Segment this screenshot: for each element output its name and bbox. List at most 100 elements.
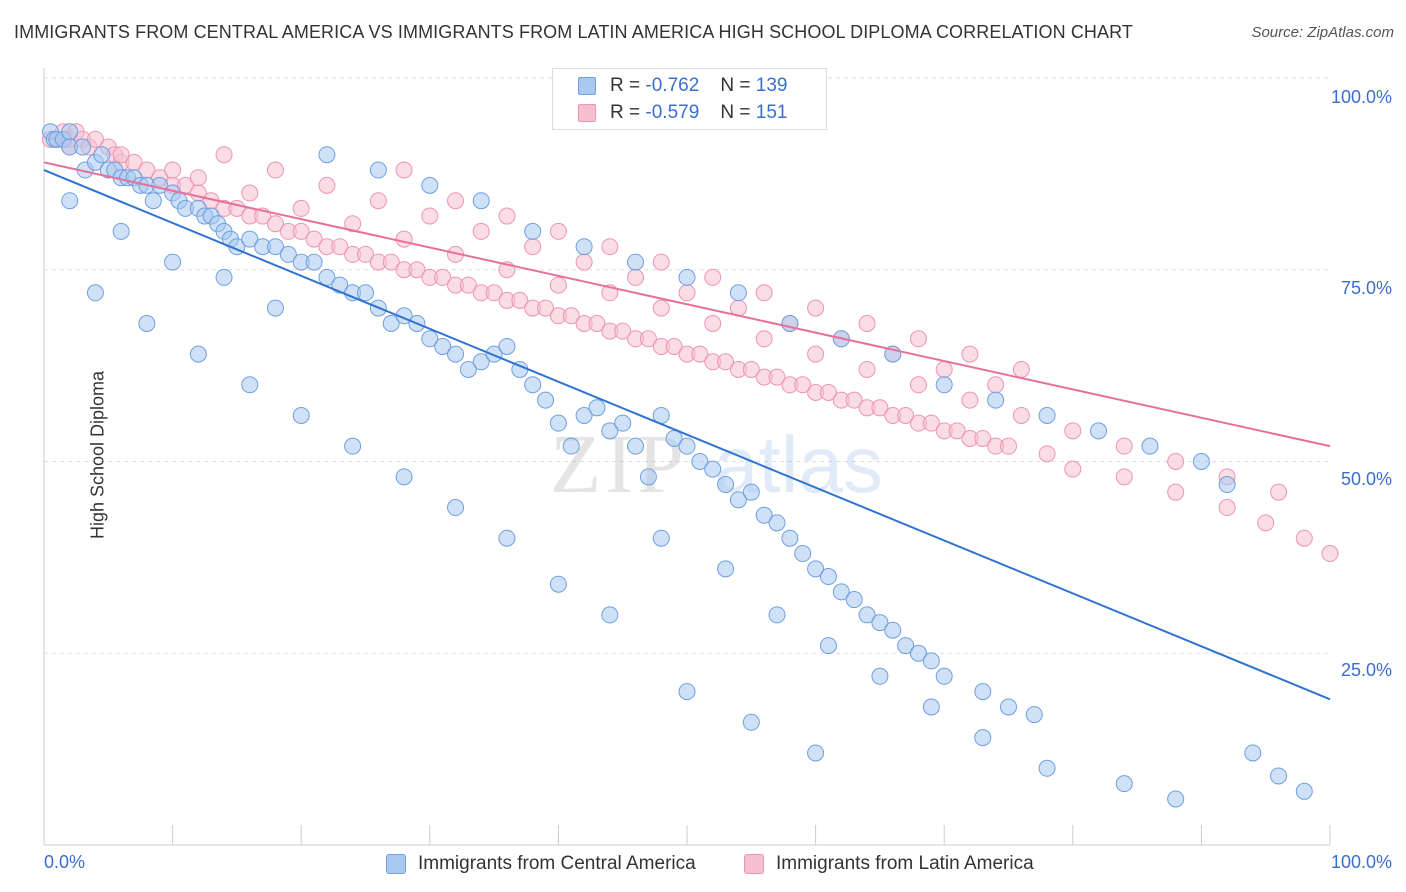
blue-point-125: [138, 314, 156, 332]
legend-r-label: R =: [610, 102, 641, 123]
pink-point-24: [292, 222, 310, 240]
blue-point-105: [1218, 476, 1236, 494]
pink-point-115: [935, 360, 953, 378]
bottom-legend-label: Immigrants from Central America: [418, 853, 696, 874]
blue-point-117: [549, 575, 567, 593]
pink-point-128: [1012, 406, 1030, 424]
legend-r-value: -0.762: [645, 75, 700, 96]
blue-point-111: [922, 698, 940, 716]
blue-point-62: [665, 429, 683, 447]
pink-point-116: [987, 376, 1005, 394]
pink-point-61: [768, 368, 786, 386]
blue-point-85: [1000, 698, 1017, 716]
blue-point-31: [266, 238, 284, 256]
blue-point-44: [434, 337, 452, 355]
blue-point-66: [717, 476, 735, 494]
blue-point-53: [549, 414, 567, 432]
blue-point-79: [884, 621, 902, 639]
blue-point-52: [537, 391, 555, 409]
pink-point-65: [819, 383, 837, 401]
trend-line-latin-america: [43, 161, 1331, 448]
pink-point-33: [408, 261, 426, 279]
blue-point-74: [819, 568, 837, 586]
blue-point-87: [318, 146, 336, 164]
legend-n-value: 151: [755, 102, 788, 123]
blue-point-75: [832, 583, 850, 601]
pink-point-39: [485, 284, 503, 302]
x-tick-label: 100.0%: [1330, 852, 1392, 872]
blue-point-48: [485, 345, 503, 363]
x-tick-label: 0.0%: [44, 852, 86, 872]
pink-point-103: [318, 176, 336, 194]
blue-point-134: [61, 192, 79, 210]
blue-point-84: [974, 683, 992, 701]
trend-line-central-america: [43, 169, 1331, 701]
blue-point-65: [704, 460, 722, 478]
pink-point-79: [1000, 437, 1017, 455]
pink-point-69: [871, 399, 889, 417]
pink-point-47: [588, 314, 606, 332]
pink-point-82: [1115, 468, 1133, 486]
pink-point-110: [678, 284, 696, 302]
blue-point-54: [562, 437, 580, 455]
pink-point-49: [614, 322, 632, 340]
blue-point-45: [447, 345, 465, 363]
pink-point-35: [434, 268, 452, 286]
pink-point-101: [215, 146, 233, 164]
pink-point-57: [717, 353, 735, 371]
blue-point-121: [344, 437, 362, 455]
legend-swatch-pink: [578, 104, 596, 122]
pink-point-141: [549, 276, 567, 294]
pink-point-41: [511, 291, 529, 309]
blue-point-51: [524, 376, 542, 394]
pink-point-77: [974, 429, 992, 447]
pink-point-126: [909, 376, 927, 394]
blue-point-103: [1141, 437, 1159, 455]
blue-point-40: [382, 314, 400, 332]
blue-point-58: [614, 414, 632, 432]
blue-point-110: [871, 667, 889, 685]
pink-point-87: [1321, 545, 1339, 563]
pink-point-118: [112, 146, 130, 164]
pink-point-90: [498, 207, 516, 225]
blue-point-133: [112, 222, 130, 240]
bottom-legend-label: Immigrants from Latin America: [776, 853, 1034, 874]
legend-row-central-america: R = -0.762 N = 139: [553, 73, 787, 99]
blue-point-89: [421, 176, 439, 194]
pink-point-93: [652, 253, 670, 271]
blue-point-56: [588, 399, 606, 417]
blue-point-78: [871, 614, 889, 632]
blue-point-128: [1270, 767, 1288, 785]
legend-r-value: -0.579: [645, 102, 700, 123]
pink-point-123: [755, 330, 773, 348]
pink-point-136: [292, 199, 310, 217]
legend-row-text: R = -0.762 N = 139: [610, 75, 787, 97]
blue-point-32: [279, 245, 297, 263]
pink-point-107: [524, 238, 542, 256]
blue-point-55: [575, 406, 593, 424]
blue-point-93: [627, 253, 645, 271]
blue-point-126: [86, 284, 104, 302]
legend-r-label: R =: [610, 75, 641, 96]
pink-point-127: [961, 391, 979, 409]
pink-point-43: [537, 299, 555, 317]
pink-point-121: [652, 299, 670, 317]
pink-point-59: [742, 360, 760, 378]
blue-point-29: [241, 230, 259, 248]
legend-row-latin-america: R = -0.579 N = 151: [553, 100, 787, 126]
pink-point-31: [382, 253, 400, 271]
y-axis-label: High School Diploma: [87, 370, 108, 540]
blue-point-94: [678, 268, 696, 286]
blue-point-43: [421, 330, 439, 348]
y-tick-label: 100.0%: [1330, 87, 1392, 107]
blue-point-129: [1295, 782, 1313, 800]
blue-point-6: [74, 138, 92, 156]
pink-point-92: [601, 238, 619, 256]
pink-point-133: [1270, 483, 1288, 501]
pink-point-95: [755, 284, 773, 302]
blue-point-69: [755, 506, 773, 524]
blue-point-118: [498, 529, 516, 547]
legend-n-value: 139: [755, 75, 788, 96]
pink-point-102: [266, 161, 284, 179]
